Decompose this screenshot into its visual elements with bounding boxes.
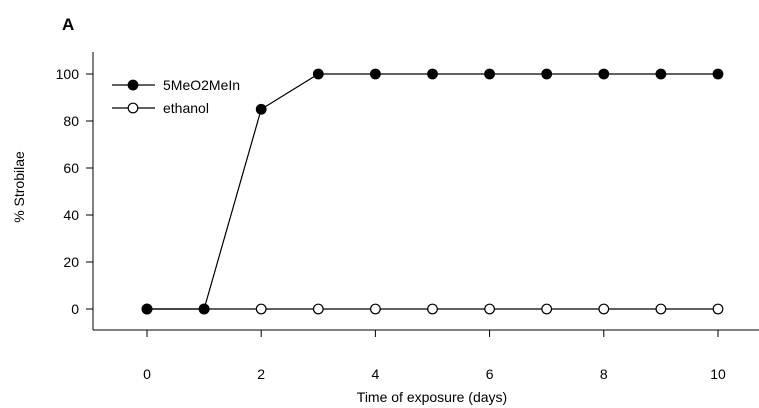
data-point-5meo2mein — [141, 303, 153, 315]
data-point-5meo2mein — [370, 68, 381, 80]
legend-label-5meo2mein: 5MeO2MeIn — [163, 77, 240, 93]
data-point-ethanol — [484, 303, 496, 315]
data-point-ethanol — [427, 303, 438, 315]
data-point-5meo2mein — [312, 68, 324, 80]
data-point-ethanol — [312, 303, 324, 315]
data-point-5meo2mein — [427, 68, 438, 80]
y-ticks: 0 20 40 60 80 100 — [56, 66, 93, 317]
panel-label: A — [62, 15, 74, 34]
data-point-5meo2mein — [712, 68, 724, 80]
series-line-5meo2mein — [147, 73, 718, 310]
legend-marker-ethanol — [127, 102, 139, 114]
x-tick-label: 10 — [710, 366, 726, 382]
data-point-5meo2mein — [541, 68, 553, 80]
x-tick-label: 0 — [143, 366, 151, 382]
x-axis-title: Time of exposure (days) — [357, 389, 507, 405]
x-ticks: 0 2 4 6 8 10 — [143, 330, 726, 382]
axes — [92, 52, 759, 331]
data-point-5meo2mein — [598, 68, 610, 80]
data-point-5meo2mein — [198, 303, 210, 315]
y-tick-label: 100 — [56, 66, 80, 82]
y-tick-label: 60 — [63, 160, 79, 176]
y-tick-label: 40 — [63, 207, 79, 223]
data-point-5meo2mein — [255, 103, 267, 115]
y-tick-label: 20 — [63, 254, 79, 270]
data-point-ethanol — [370, 303, 381, 315]
data-point-ethanol — [541, 303, 553, 315]
y-tick-label: 80 — [63, 113, 79, 129]
data-point-ethanol — [598, 303, 610, 315]
data-point-ethanol — [655, 303, 667, 315]
data-point-ethanol — [255, 303, 267, 315]
x-tick-label: 6 — [486, 366, 494, 382]
data-point-ethanol — [712, 303, 724, 315]
legend: 5MeO2MeIn ethanol — [112, 77, 240, 116]
legend-marker-5meo2mein — [127, 79, 139, 91]
series-group — [141, 68, 724, 315]
y-axis-title: % Strobilae — [11, 151, 27, 223]
data-point-5meo2mein — [484, 68, 496, 80]
x-tick-label: 8 — [600, 366, 608, 382]
data-point-5meo2mein — [655, 68, 667, 80]
legend-label-ethanol: ethanol — [163, 100, 209, 116]
x-tick-label: 2 — [257, 366, 265, 382]
x-tick-label: 4 — [372, 366, 380, 382]
y-tick-label: 0 — [71, 301, 79, 317]
